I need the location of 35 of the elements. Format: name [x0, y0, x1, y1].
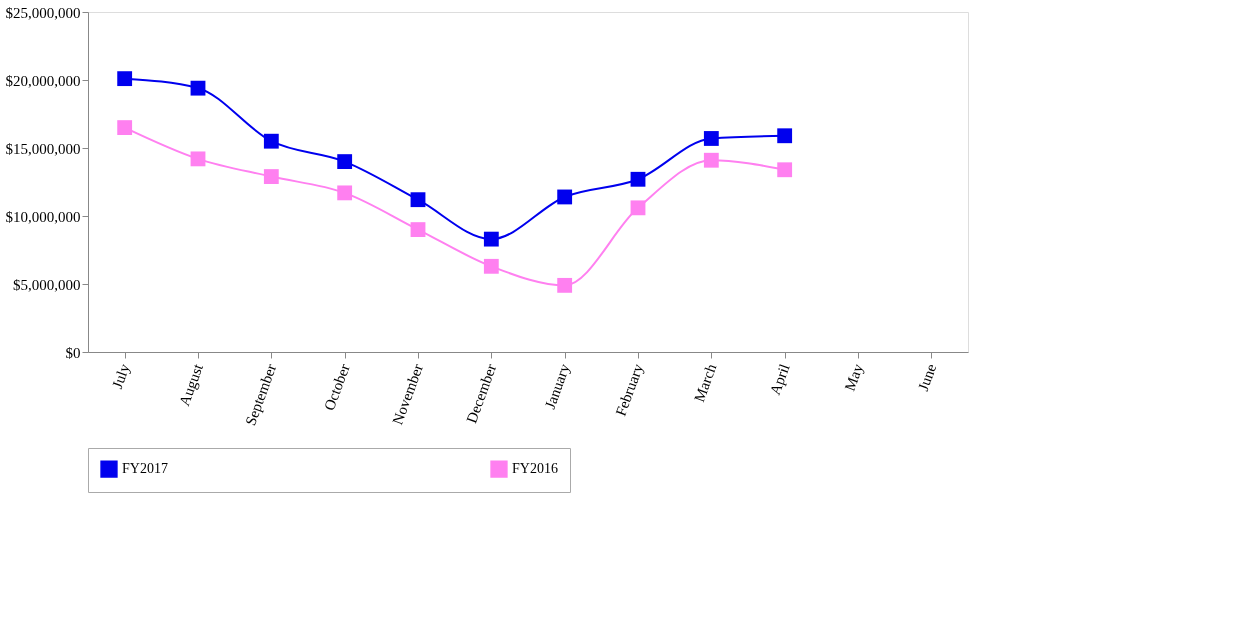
y-tick-label: $5,000,000: [13, 276, 81, 293]
point: [630, 171, 646, 187]
legend-label: FY2016: [512, 461, 558, 477]
point: [557, 277, 573, 293]
point: [703, 152, 719, 168]
point: [337, 185, 353, 201]
x-tick-label: April: [766, 361, 793, 397]
y-tick-label: $20,000,000: [5, 72, 81, 89]
x-tick-label: March: [690, 361, 720, 405]
point: [410, 192, 426, 208]
point: [703, 131, 719, 146]
point: [410, 222, 426, 238]
x-tick-label: August: [176, 360, 207, 408]
point: [190, 151, 206, 167]
x-tick-label: July: [109, 361, 133, 391]
x-tick-label: June: [914, 361, 940, 394]
point: [630, 200, 646, 216]
point: [483, 231, 499, 247]
point: [263, 169, 279, 184]
point: [483, 258, 499, 274]
point: [190, 80, 206, 96]
point: [337, 154, 353, 170]
y-tick-label: $0: [65, 344, 81, 361]
point: [117, 120, 133, 136]
legend-label: FY2017: [122, 461, 168, 477]
y-tick-label: $25,000,000: [5, 4, 81, 21]
x-tick-label: May: [841, 361, 867, 394]
y-tick-label: $10,000,000: [5, 208, 81, 225]
point: [263, 133, 279, 149]
point: [117, 71, 133, 87]
point: [777, 162, 793, 178]
point: [557, 189, 573, 205]
point: [777, 128, 793, 144]
x-tick-label: October: [321, 361, 353, 413]
y-tick-label: $15,000,000: [5, 140, 81, 157]
